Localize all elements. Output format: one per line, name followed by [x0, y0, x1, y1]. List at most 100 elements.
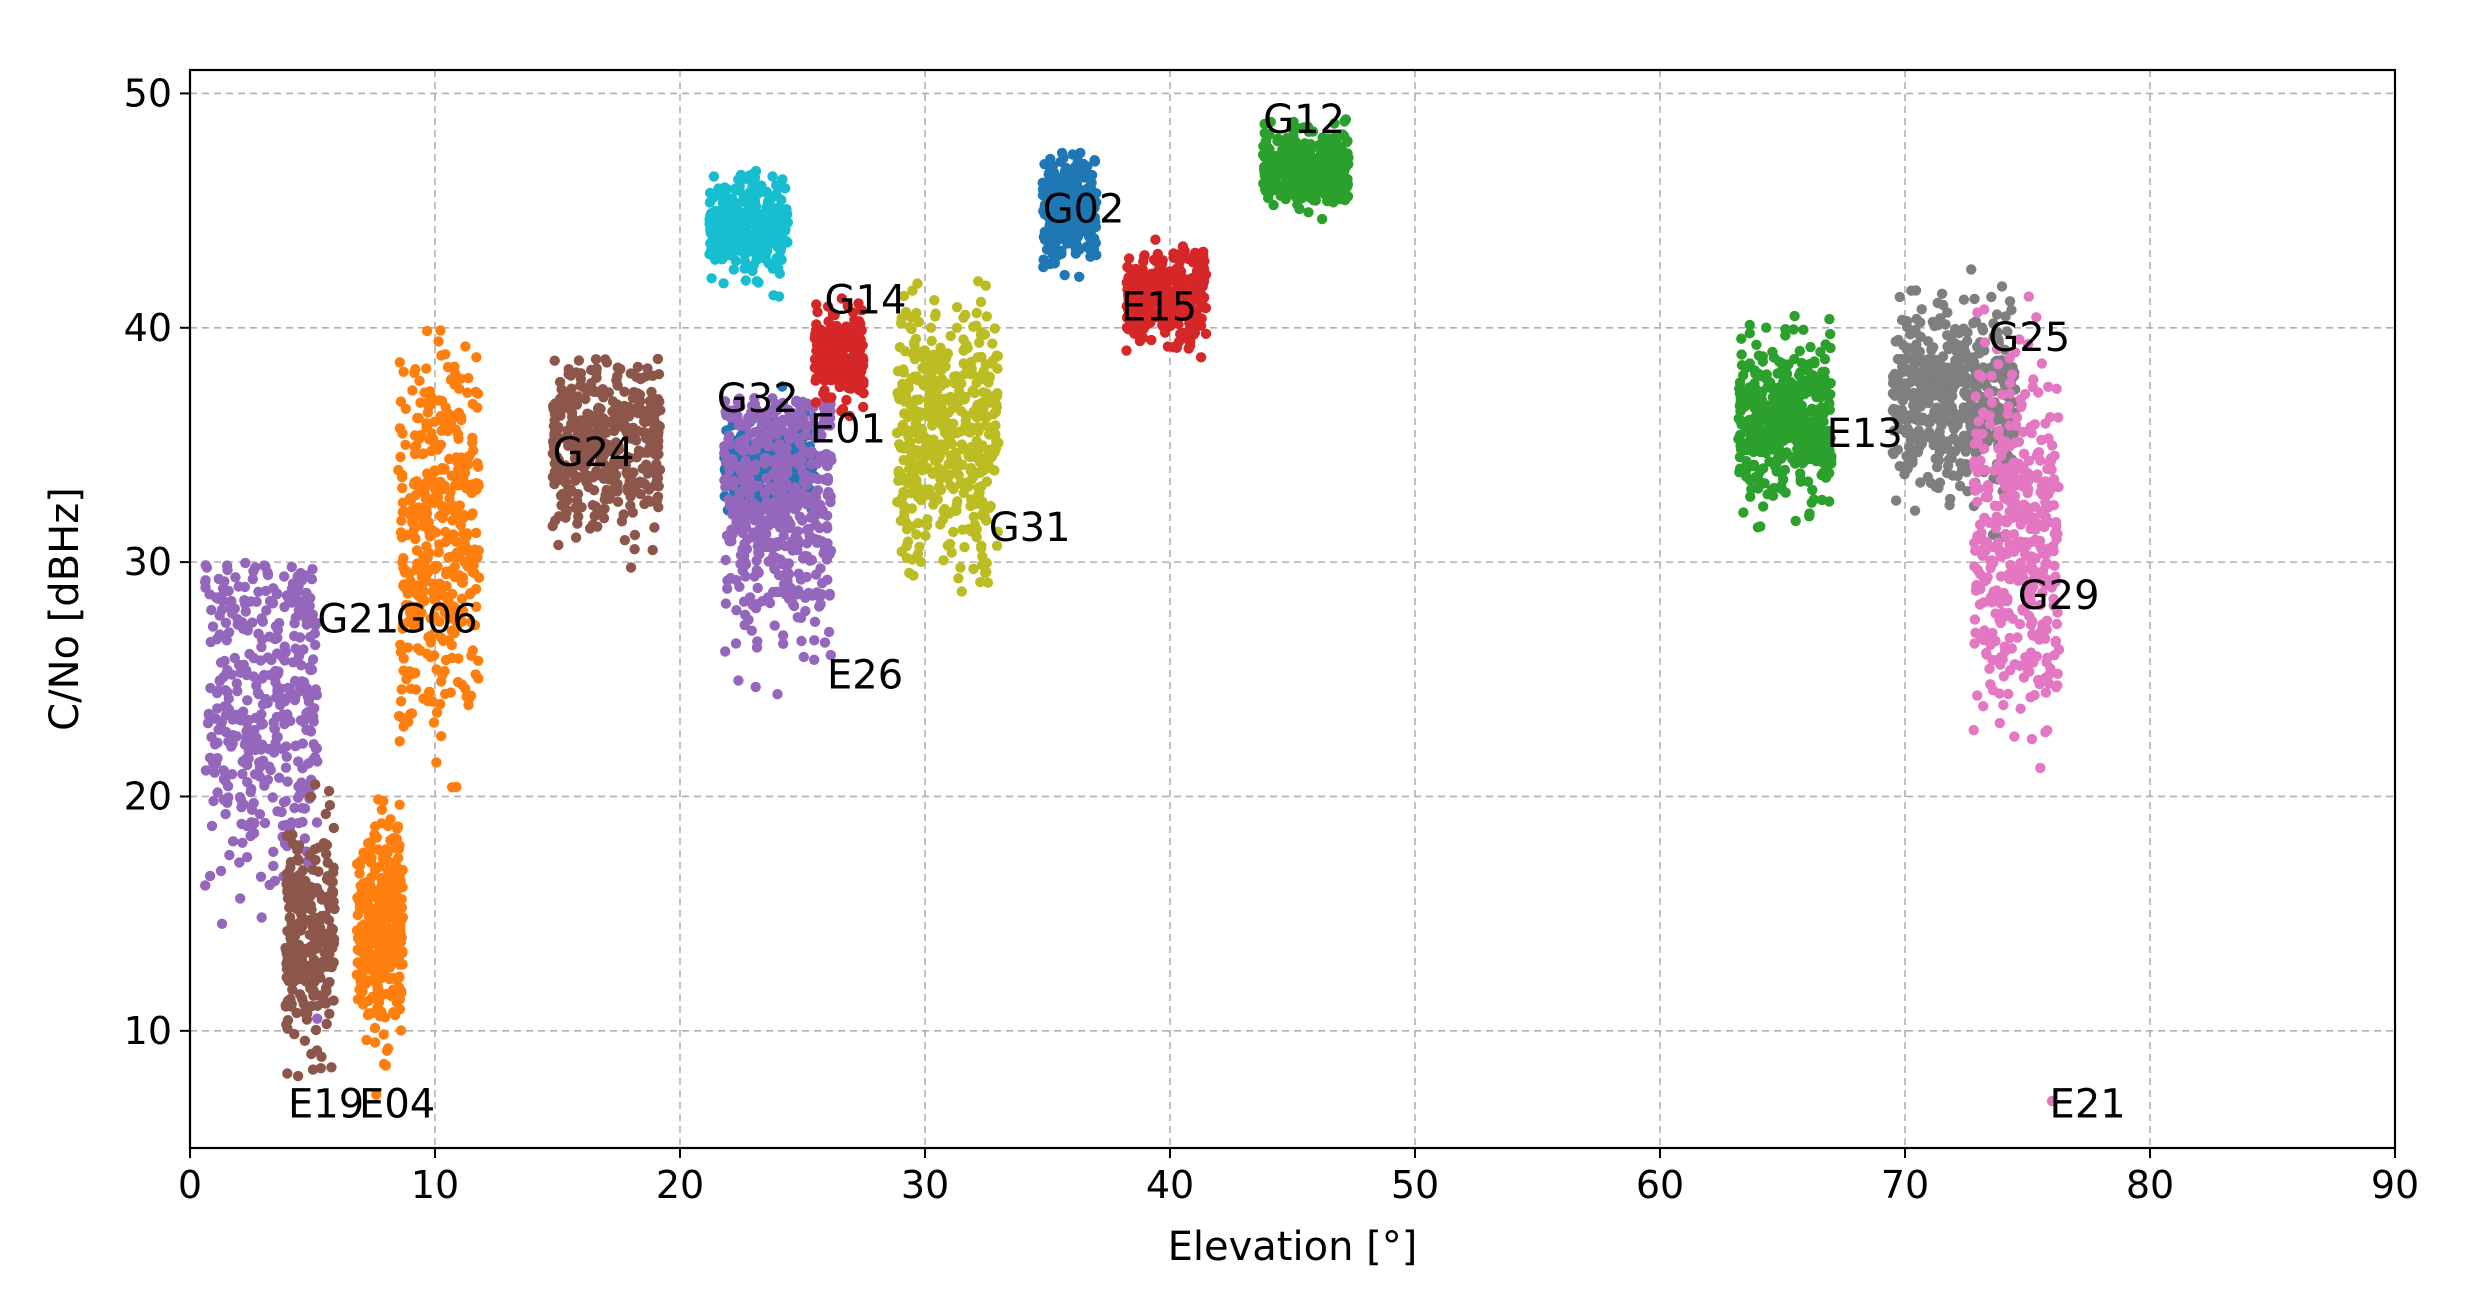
data-point	[430, 527, 442, 538]
data-point	[252, 687, 264, 698]
data-point	[989, 323, 1001, 334]
data-point	[431, 757, 442, 768]
data-point	[309, 940, 320, 951]
data-point	[562, 495, 573, 506]
data-point	[456, 593, 468, 604]
data-point	[605, 471, 616, 483]
data-point	[235, 893, 246, 904]
data-point	[286, 688, 297, 700]
data-point	[323, 785, 335, 797]
data-point	[397, 469, 408, 481]
data-point	[251, 596, 262, 607]
data-point	[282, 776, 293, 787]
data-point	[287, 829, 298, 840]
data-point	[555, 393, 566, 404]
data-point	[625, 562, 637, 573]
data-point	[256, 634, 268, 645]
data-point	[610, 402, 622, 413]
data-point	[378, 796, 389, 807]
data-point	[798, 651, 809, 663]
data-point	[436, 350, 447, 361]
data-point	[619, 535, 630, 546]
data-point	[750, 248, 762, 259]
data-point	[1051, 235, 1062, 247]
data-point	[410, 667, 421, 679]
data-point	[981, 388, 992, 399]
data-point	[426, 398, 437, 410]
data-point	[398, 653, 409, 664]
data-point	[300, 613, 312, 625]
data-point	[242, 695, 253, 706]
data-point	[446, 639, 457, 651]
data-point	[753, 567, 764, 578]
data-point	[778, 638, 789, 649]
data-point	[708, 171, 720, 182]
data-point	[920, 530, 931, 541]
data-point	[612, 486, 623, 497]
data-point	[307, 654, 319, 665]
data-point	[242, 625, 253, 636]
data-point	[1039, 159, 1050, 170]
data-point	[949, 371, 960, 382]
data-point	[654, 421, 665, 432]
data-point	[226, 769, 238, 780]
data-point	[424, 631, 435, 642]
data-point	[774, 268, 785, 279]
data-point	[296, 802, 308, 814]
data-point	[734, 581, 745, 592]
data-point	[899, 396, 910, 407]
data-point	[283, 867, 294, 879]
data-point	[401, 674, 412, 685]
data-point	[721, 454, 733, 465]
data-point	[279, 571, 290, 582]
data-point	[220, 808, 231, 820]
data-point	[418, 693, 429, 704]
series-E04	[351, 794, 408, 1101]
data-point	[738, 244, 750, 255]
data-point	[822, 538, 833, 549]
data-point	[409, 442, 421, 453]
data-point	[240, 599, 251, 610]
data-point	[430, 491, 441, 502]
data-point	[211, 634, 223, 645]
data-point	[308, 754, 319, 765]
data-point	[446, 606, 457, 618]
data-point	[977, 440, 988, 451]
data-point	[470, 527, 482, 539]
data-point	[237, 768, 248, 780]
data-point	[419, 555, 431, 567]
data-point	[410, 532, 421, 544]
data-point	[224, 849, 235, 861]
data-point	[971, 307, 982, 319]
data-point	[473, 655, 484, 666]
data-point	[782, 566, 793, 578]
data-point	[760, 438, 772, 449]
data-point	[467, 645, 478, 656]
data-point	[305, 631, 316, 643]
data-point	[355, 994, 366, 1005]
data-point	[372, 1002, 383, 1014]
data-point	[968, 563, 979, 575]
series-E19	[280, 779, 340, 1082]
data-point	[212, 787, 223, 798]
data-point	[590, 354, 602, 365]
data-point	[912, 548, 924, 560]
data-point	[406, 504, 418, 516]
data-point	[1074, 271, 1085, 282]
data-point	[782, 575, 793, 587]
data-point	[932, 382, 944, 394]
data-point	[992, 350, 1004, 362]
data-point	[612, 496, 624, 507]
data-point	[1137, 332, 1149, 343]
data-point	[629, 529, 641, 541]
data-point	[310, 779, 321, 790]
data-point	[259, 780, 270, 791]
data-point	[892, 366, 904, 377]
data-point	[929, 295, 940, 306]
data-point	[909, 472, 920, 483]
data-point	[642, 363, 653, 374]
data-point	[409, 367, 420, 379]
data-point	[282, 995, 294, 1006]
data-point	[231, 678, 242, 689]
